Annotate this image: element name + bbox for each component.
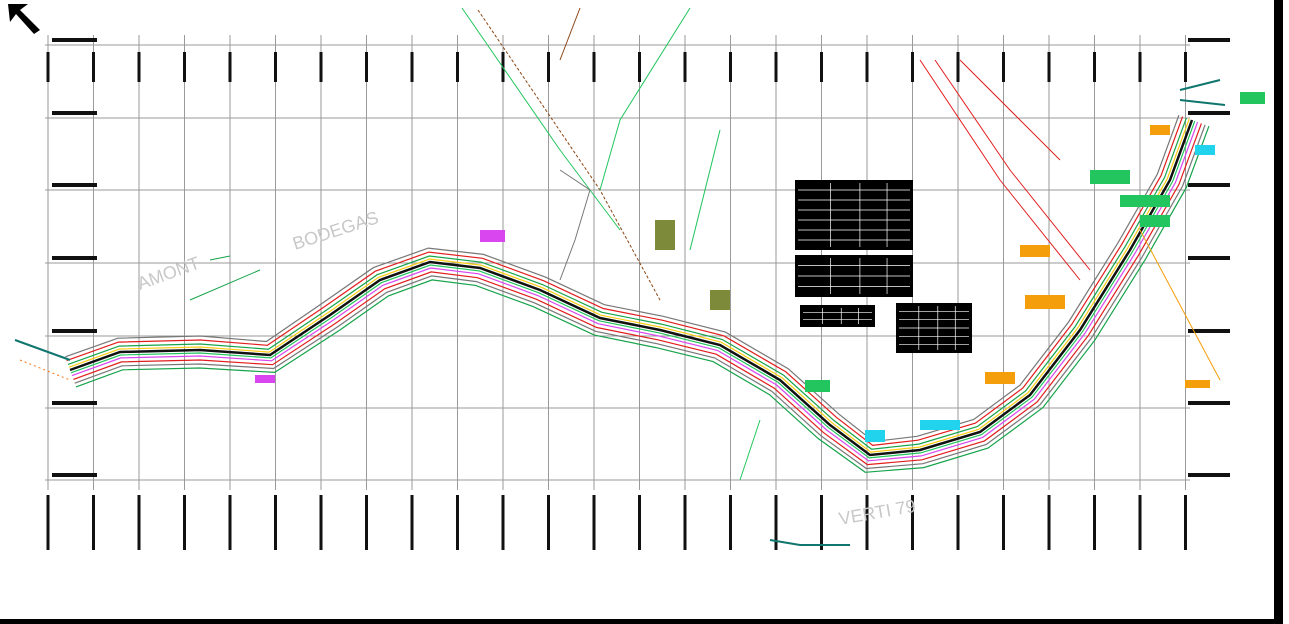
tick-mark [92,52,95,82]
road-line [65,114,1180,443]
tick-mark [956,495,960,550]
tick-mark [319,495,323,550]
north-arrow [8,4,40,34]
tick-mark [1188,111,1230,115]
grid-ticks [46,38,1230,550]
tick-mark [1184,52,1187,82]
tick-mark [52,183,97,187]
tick-mark [729,52,732,82]
tick-mark [228,52,232,82]
tick-mark [228,495,232,550]
tick-mark [1188,401,1230,405]
tick-mark [52,401,97,405]
tick-mark [319,52,323,82]
tick-mark [92,495,95,550]
tick-mark [183,495,186,550]
tick-mark [1093,495,1096,550]
tick-mark [911,52,914,82]
road-line [66,116,1184,447]
road-line [71,121,1199,462]
road-line [73,123,1202,466]
tick-mark [1138,495,1142,550]
tick-mark [774,52,778,82]
tick-mark [456,495,459,550]
road-line [75,125,1210,473]
tick-mark [1188,256,1230,260]
tick-mark [52,256,97,260]
road-line [70,120,1196,459]
tick-mark [1002,52,1005,82]
tick-mark [638,495,641,550]
right-border [1274,0,1283,624]
tick-mark [1047,52,1051,82]
road-line [69,119,1194,457]
tick-mark [1002,495,1005,550]
tick-mark [52,111,97,115]
tick-mark [137,52,141,82]
tick-mark [1188,473,1230,477]
tick-mark [46,495,50,550]
tick-mark [1093,52,1096,82]
tick-mark [365,495,368,550]
tick-mark [956,52,960,82]
tick-mark [410,495,414,550]
tick-mark [547,495,550,550]
tick-mark [911,495,914,550]
tick-mark [52,38,97,42]
tick-mark [683,52,687,82]
road-alignment [65,114,1210,473]
tick-mark [1138,52,1142,82]
tick-mark [1188,38,1230,42]
tick-mark [1188,183,1230,187]
tick-mark [501,495,505,550]
tick-mark [1188,329,1230,333]
tick-mark [183,52,186,82]
tick-mark [52,473,97,477]
tick-mark [729,495,732,550]
road-line [74,124,1206,470]
tick-mark [820,495,823,550]
tick-mark [774,495,778,550]
tick-mark [410,52,414,82]
tick-mark [1047,495,1051,550]
tick-mark [865,495,869,550]
tick-mark [1184,495,1187,550]
side-features [14,7,1226,546]
tick-mark [547,52,550,82]
table-lines [798,183,969,350]
tick-mark [638,52,641,82]
tick-mark [683,495,687,550]
fill-features [255,92,1265,442]
bottom-border [0,619,1283,624]
tick-mark [865,52,869,82]
tick-mark [456,52,459,82]
tick-mark [52,329,97,333]
tick-mark [592,495,596,550]
road-line [67,117,1187,450]
tick-mark [592,52,596,82]
tick-mark [274,495,277,550]
tick-mark [274,52,277,82]
road-line [68,118,1190,453]
tick-mark [46,52,50,82]
tick-mark [820,52,823,82]
tick-mark [137,495,141,550]
tick-mark [365,52,368,82]
